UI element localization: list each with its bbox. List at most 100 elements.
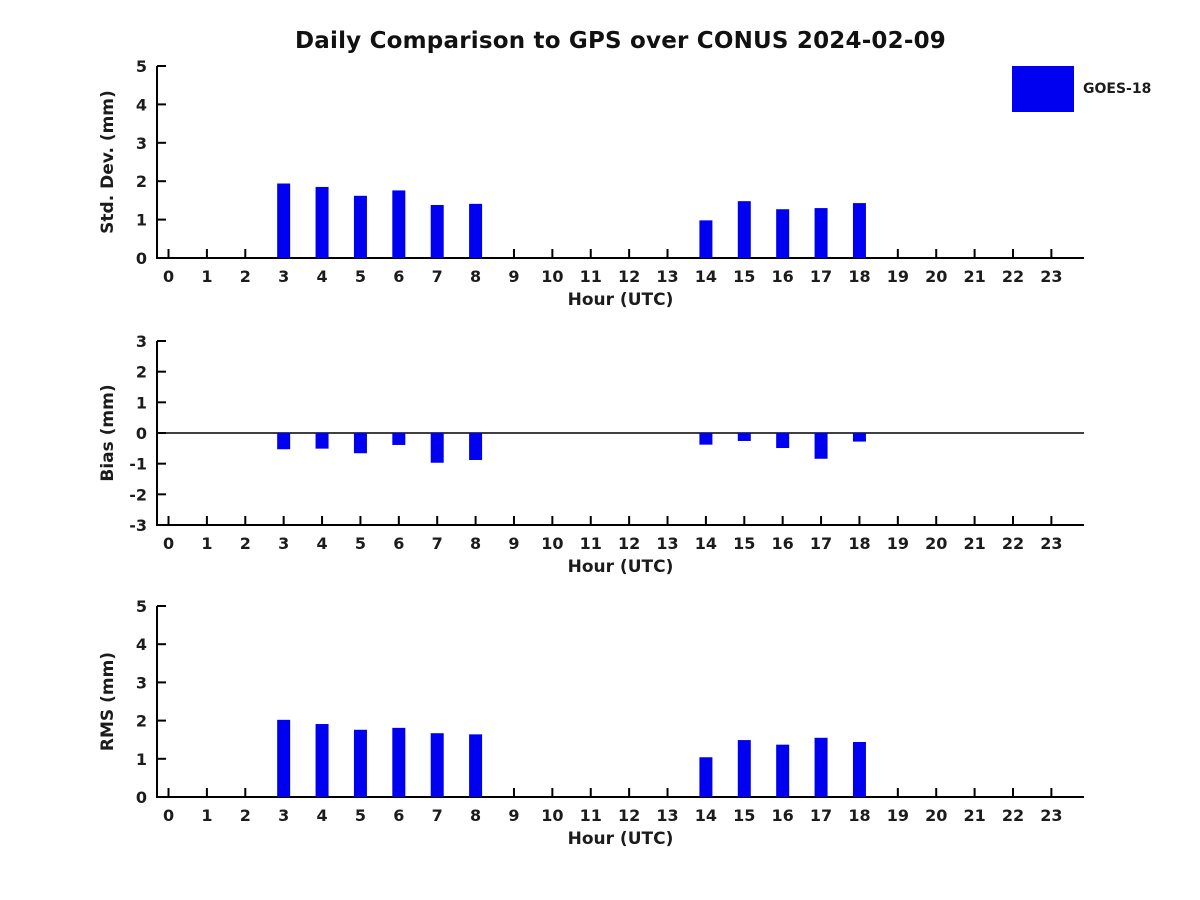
x-tick-label: 3 (278, 806, 289, 825)
x-tick-label: 2 (240, 267, 251, 286)
x-axis-label: Hour (UTC) (568, 829, 674, 849)
x-tick-label: 7 (432, 806, 443, 825)
x-tick-label: 20 (925, 534, 947, 553)
y-tick-label: 3 (136, 332, 147, 351)
bias-bar-hour-15 (737, 433, 751, 441)
x-tick-label: 12 (618, 534, 640, 553)
x-tick-label: 22 (1002, 534, 1024, 553)
x-tick-label: 18 (848, 267, 870, 286)
x-tick-label: 23 (1040, 534, 1062, 553)
bias-bar-hour-4 (315, 433, 329, 449)
x-axis-label: Hour (UTC) (568, 290, 674, 310)
x-tick-label: 11 (580, 534, 602, 553)
x-tick-label: 12 (618, 267, 640, 286)
bias-bar-hour-7 (430, 433, 444, 463)
x-tick-label: 19 (887, 267, 909, 286)
rms-bar-hour-17 (814, 737, 828, 797)
std-dev-bar-hour-17 (814, 208, 828, 258)
x-tick-label: 7 (432, 267, 443, 286)
x-tick-label: 16 (772, 267, 794, 286)
chart-title: Daily Comparison to GPS over CONUS 2024-… (294, 28, 946, 54)
bias-bar-hour-6 (392, 433, 406, 445)
x-tick-label: 23 (1040, 267, 1062, 286)
x-tick-label: 21 (963, 806, 985, 825)
x-tick-label: 10 (541, 267, 563, 286)
x-tick-label: 7 (432, 534, 443, 553)
std-dev-bar-hour-14 (699, 220, 713, 258)
bias-bar-hour-17 (814, 433, 828, 459)
y-tick-label: 0 (136, 249, 147, 268)
y-tick-label: 2 (136, 363, 147, 382)
bias-bar-hour-14 (699, 433, 713, 445)
std-dev-bar-hour-6 (392, 190, 406, 258)
x-tick-label: 14 (695, 534, 717, 553)
x-tick-label: 6 (393, 806, 404, 825)
x-tick-label: 21 (963, 534, 985, 553)
x-tick-label: 17 (810, 534, 832, 553)
x-tick-label: 2 (240, 534, 251, 553)
x-tick-label: 9 (508, 806, 519, 825)
rms-bar-hour-3 (277, 719, 291, 797)
x-tick-label: 11 (580, 806, 602, 825)
y-axis-label: RMS (mm) (98, 652, 118, 751)
y-tick-label: 4 (136, 635, 147, 654)
y-tick-label: 1 (136, 211, 147, 230)
y-tick-label: -2 (129, 485, 147, 504)
x-tick-label: 21 (963, 267, 985, 286)
x-tick-label: 16 (772, 806, 794, 825)
x-tick-label: 4 (316, 267, 327, 286)
y-tick-label: 2 (136, 172, 147, 191)
x-tick-label: 13 (656, 534, 678, 553)
x-tick-label: 3 (278, 534, 289, 553)
legend: GOES-18 (1012, 66, 1151, 112)
x-tick-label: 8 (470, 806, 481, 825)
rms-bar-hour-16 (776, 744, 790, 797)
x-axis-label: Hour (UTC) (568, 557, 674, 577)
std-dev-bar-hour-4 (315, 186, 329, 258)
x-tick-label: 6 (393, 267, 404, 286)
x-tick-label: 23 (1040, 806, 1062, 825)
x-tick-label: 8 (470, 267, 481, 286)
x-tick-label: 3 (278, 267, 289, 286)
bias-bar-hour-3 (277, 433, 291, 450)
x-tick-label: 4 (316, 534, 327, 553)
y-tick-label: -1 (129, 455, 147, 474)
x-tick-label: 10 (541, 534, 563, 553)
bias-bar-hour-5 (353, 433, 367, 454)
rms-bar-hour-5 (353, 729, 367, 797)
legend-label: GOES-18 (1083, 81, 1152, 97)
bias-bar-hour-18 (852, 433, 866, 442)
std-dev-bar-hour-3 (277, 183, 291, 258)
x-tick-label: 0 (163, 534, 174, 553)
x-tick-label: 5 (355, 534, 366, 553)
x-tick-label: 15 (733, 267, 755, 286)
bias-bar-hour-16 (776, 433, 790, 449)
rms-bar-hour-18 (852, 741, 866, 797)
y-axis-label: Bias (mm) (98, 384, 118, 481)
x-tick-label: 6 (393, 534, 404, 553)
x-tick-label: 13 (656, 806, 678, 825)
std-dev-bar-hour-15 (737, 201, 751, 258)
x-tick-label: 17 (810, 806, 832, 825)
x-tick-label: 14 (695, 267, 717, 286)
bias-bar-hour-8 (469, 433, 483, 460)
y-tick-label: 1 (136, 393, 147, 412)
x-tick-label: 19 (887, 534, 909, 553)
rms-bar-hour-7 (430, 733, 444, 797)
x-tick-label: 8 (470, 534, 481, 553)
std-dev-bar-hour-7 (430, 205, 444, 258)
y-tick-label: 0 (136, 788, 147, 807)
y-tick-label: 5 (136, 597, 147, 616)
y-tick-label: 5 (136, 57, 147, 76)
x-tick-label: 14 (695, 806, 717, 825)
x-tick-label: 13 (656, 267, 678, 286)
x-tick-label: 0 (163, 267, 174, 286)
x-tick-label: 9 (508, 267, 519, 286)
y-tick-label: 1 (136, 750, 147, 769)
rms-bar-hour-14 (699, 757, 713, 797)
std-dev-bar-hour-18 (852, 203, 866, 258)
y-tick-label: 0 (136, 424, 147, 443)
